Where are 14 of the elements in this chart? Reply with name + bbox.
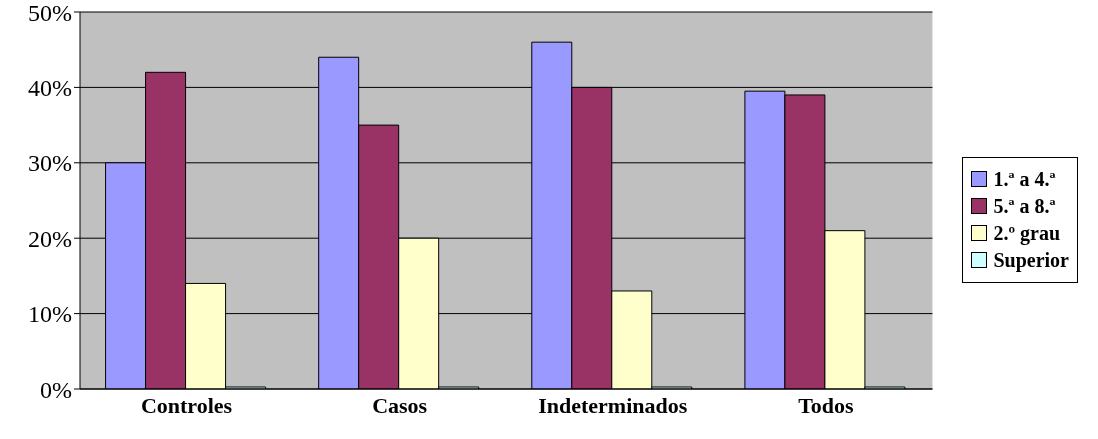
y-tick-label: 40% — [28, 74, 72, 101]
legend-label: 2.º grau — [993, 221, 1061, 245]
legend-label: Superior — [993, 248, 1069, 272]
legend-label: 1.ª a 4.ª — [993, 167, 1056, 191]
y-tick-label: 30% — [28, 150, 72, 177]
x-tick-label: Indeterminados — [538, 392, 688, 418]
x-tick-label: Controles — [140, 392, 233, 418]
legend-label: 5.ª a 8.ª — [993, 194, 1056, 218]
x-tick-label: Todos — [798, 392, 855, 418]
y-tick-label: 50% — [28, 0, 72, 26]
y-tick-label: 20% — [28, 225, 72, 252]
y-tick-label: 0% — [40, 376, 72, 403]
x-tick-label: Casos — [372, 392, 428, 418]
y-tick-label: 10% — [28, 301, 72, 328]
